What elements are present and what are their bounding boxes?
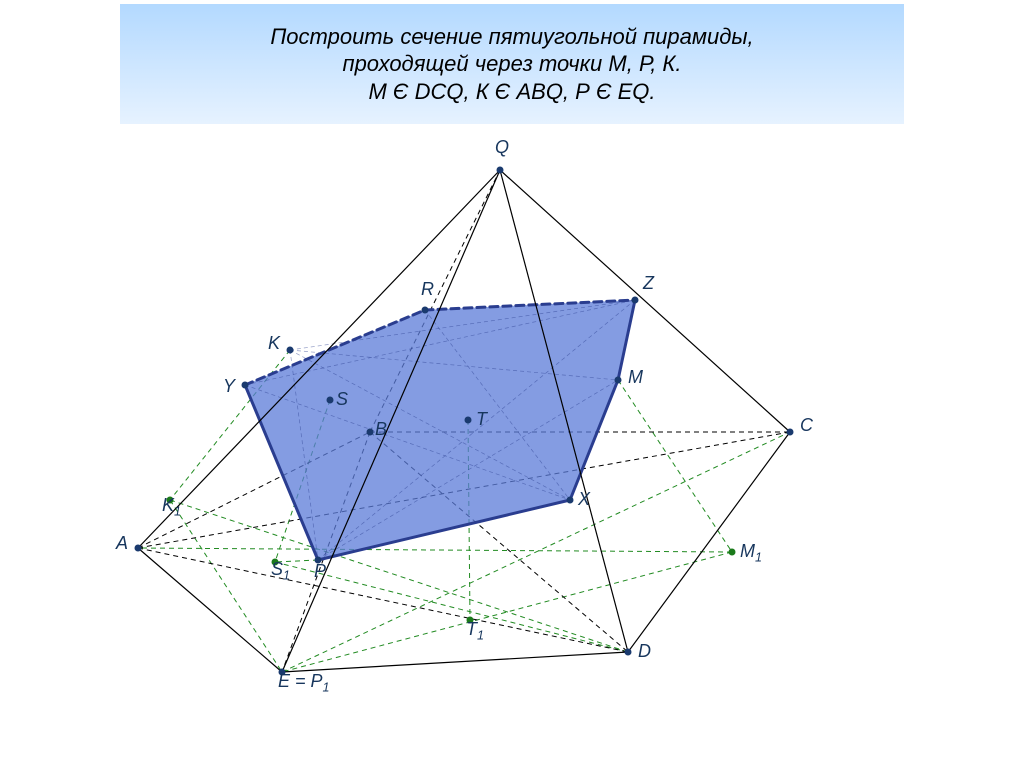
label-K: K: [268, 333, 280, 354]
label-Y: Y: [223, 376, 235, 397]
label-M1: M1: [740, 541, 762, 565]
label-S1: S1: [271, 559, 290, 583]
label-C: C: [800, 415, 813, 436]
label-A: A: [116, 533, 128, 554]
label-Z: Z: [643, 273, 654, 294]
label-S: S: [336, 389, 348, 410]
label-Q: Q: [495, 137, 509, 158]
label-T1: T1: [466, 619, 484, 643]
label-K1: K1: [162, 495, 181, 519]
label-D: D: [638, 641, 651, 662]
label-M: M: [628, 367, 643, 388]
label-T: T: [476, 409, 487, 430]
label-X: X: [578, 489, 590, 510]
label-P: P: [314, 561, 326, 582]
pyramid-diagram: [0, 0, 1024, 768]
label-B: B: [375, 419, 387, 440]
label-E: E = P1: [278, 671, 330, 695]
label-R: R: [421, 279, 434, 300]
